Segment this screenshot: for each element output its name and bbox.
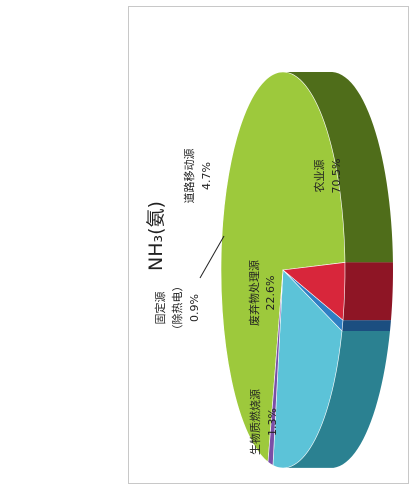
- slice-side-3: [285, 331, 390, 468]
- slice-value-fixed: 0.9%: [188, 294, 201, 322]
- pie-3d-group: [220, 71, 393, 469]
- slice-label-fixed-line1: 固定源: [153, 292, 167, 325]
- slice-value-waste: 22.6%: [264, 276, 277, 311]
- slice-label-agriculture: 农业源: [312, 160, 326, 193]
- slice-label-fixed-line2: （除热电）: [170, 281, 184, 336]
- slice-value-road: 4.7%: [200, 162, 213, 190]
- slice-label-road: 道路移动源: [182, 149, 196, 204]
- slice-side-1: [342, 262, 393, 321]
- slice-side-0: [284, 72, 393, 263]
- slice-0: [220, 71, 346, 463]
- labels-group: NH₃(氨) 农业源 70.5% 道路移动源 4.7% 固定源 （除热电） 0.…: [145, 149, 343, 456]
- slice-label-biomass: 生物质燃烧源: [248, 389, 262, 455]
- slice-value-agriculture: 70.5%: [330, 159, 343, 194]
- slice-3: [272, 269, 343, 469]
- slice-label-waste: 废弃物处理源: [247, 260, 261, 326]
- slice-4: [267, 269, 284, 466]
- leader-line-fixed: [199, 235, 225, 279]
- chart-title: NH₃(氨): [145, 201, 167, 271]
- slice-side-2: [341, 320, 391, 332]
- slice-value-biomass: 1.3%: [266, 408, 279, 436]
